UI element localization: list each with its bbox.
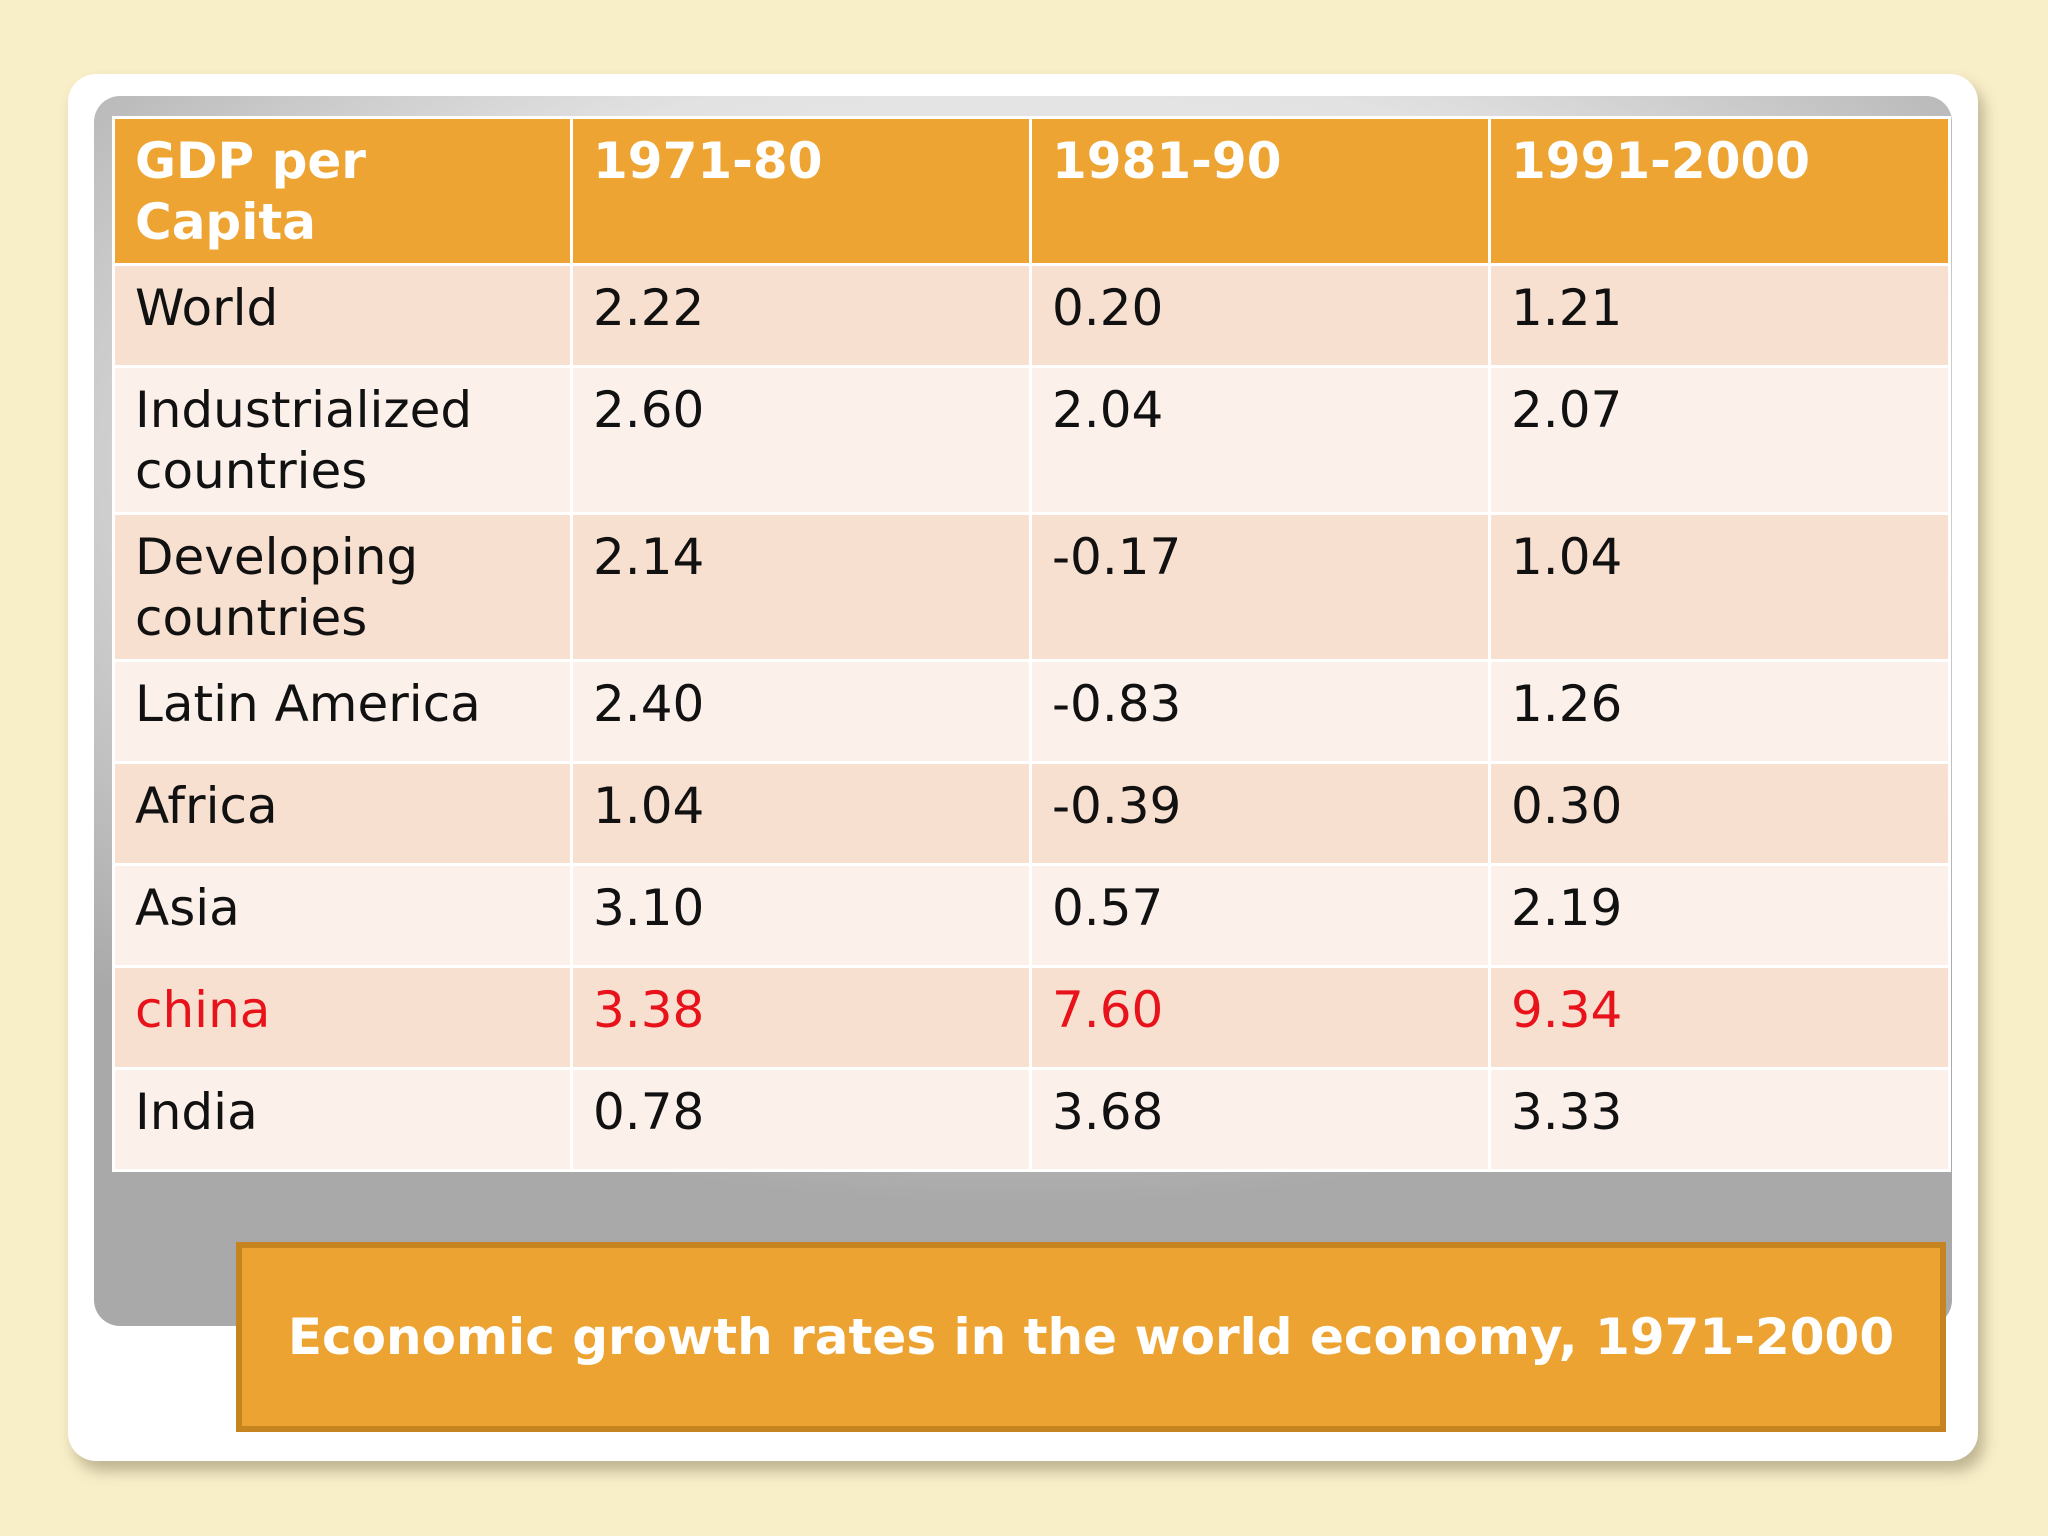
- caption-text: Economic growth rates in the world econo…: [287, 1308, 1895, 1366]
- row-value: 9.34: [1488, 965, 1951, 1070]
- row-label: Latin America: [112, 659, 573, 764]
- row-value: 2.19: [1488, 863, 1951, 968]
- header-cell-1981-90: 1981-90: [1029, 116, 1491, 266]
- row-value: -0.17: [1029, 512, 1491, 662]
- row-label: Asia: [112, 863, 573, 968]
- row-label: India: [112, 1067, 573, 1172]
- header-cell-1971-80: 1971-80: [570, 116, 1032, 266]
- row-value: 3.10: [570, 863, 1032, 968]
- gdp-growth-table: GDP per Capita 1971-80 1981-90 1991-2000…: [112, 116, 1951, 1172]
- row-value: 1.04: [570, 761, 1032, 866]
- header-gdp-line1: GDP per: [135, 132, 366, 190]
- row-value: 2.14: [570, 512, 1032, 662]
- row-value: 0.30: [1488, 761, 1951, 866]
- row-value: 2.04: [1029, 365, 1491, 515]
- table-row-asia: Asia 3.10 0.57 2.19: [112, 863, 1951, 968]
- row-value: 2.40: [570, 659, 1032, 764]
- row-value: -0.39: [1029, 761, 1491, 866]
- table-row-industrialized: Industrialized countries 2.60 2.04 2.07: [112, 365, 1951, 515]
- table-row-china-highlighted: china 3.38 7.60 9.34: [112, 965, 1951, 1070]
- table-row-developing: Developing countries 2.14 -0.17 1.04: [112, 512, 1951, 662]
- row-value: 0.78: [570, 1067, 1032, 1172]
- table-row-africa: Africa 1.04 -0.39 0.30: [112, 761, 1951, 866]
- row-value: 0.57: [1029, 863, 1491, 968]
- row-value: 1.26: [1488, 659, 1951, 764]
- row-label: World: [112, 263, 573, 368]
- header-row: GDP per Capita 1971-80 1981-90 1991-2000: [112, 116, 1951, 266]
- row-value: 3.33: [1488, 1067, 1951, 1172]
- table-row-world: World 2.22 0.20 1.21: [112, 263, 1951, 368]
- header-gdp-line2: Capita: [135, 193, 317, 251]
- row-label: Developing countries: [112, 512, 573, 662]
- table-row-india: India 0.78 3.68 3.33: [112, 1067, 1951, 1172]
- row-value: 3.38: [570, 965, 1032, 1070]
- row-value: 7.60: [1029, 965, 1491, 1070]
- row-value: 2.60: [570, 365, 1032, 515]
- row-value: 3.68: [1029, 1067, 1491, 1172]
- row-value: 0.20: [1029, 263, 1491, 368]
- header-cell-1991-2000: 1991-2000: [1488, 116, 1951, 266]
- caption-box: Economic growth rates in the world econo…: [236, 1242, 1946, 1432]
- row-value: 1.04: [1488, 512, 1951, 662]
- header-cell-label: GDP per Capita: [112, 116, 573, 266]
- row-label: china: [112, 965, 573, 1070]
- table-row-latin-america: Latin America 2.40 -0.83 1.26: [112, 659, 1951, 764]
- row-value: 2.07: [1488, 365, 1951, 515]
- row-value: -0.83: [1029, 659, 1491, 764]
- row-value: 2.22: [570, 263, 1032, 368]
- row-label: Africa: [112, 761, 573, 866]
- row-label: Industrialized countries: [112, 365, 573, 515]
- row-value: 1.21: [1488, 263, 1951, 368]
